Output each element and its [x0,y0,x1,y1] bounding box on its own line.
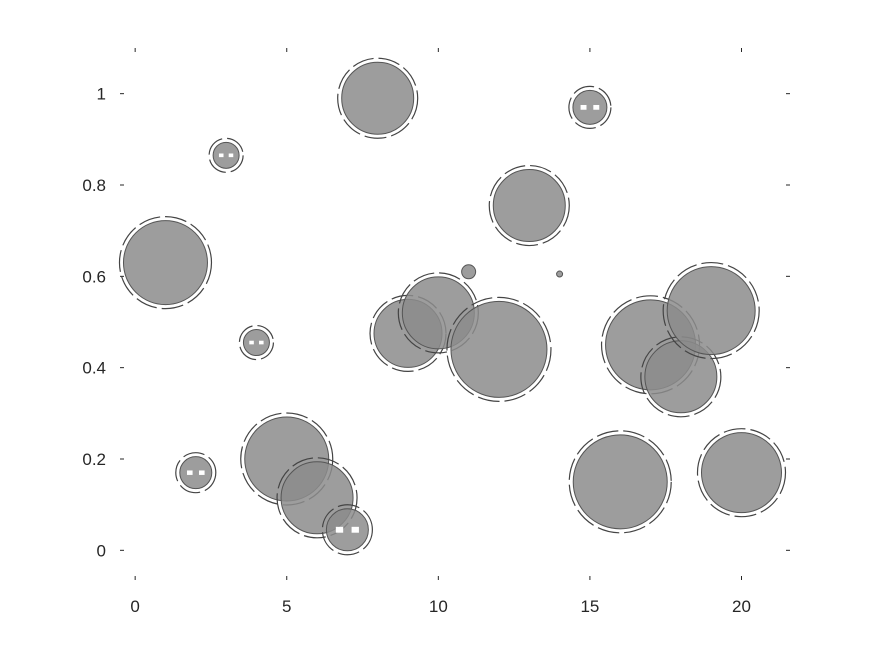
x-tick-label: 20 [732,597,751,616]
x-tick-label: 15 [580,597,599,616]
x-tick-label: 0 [130,597,139,616]
y-tick-label: 0.4 [82,359,106,378]
x-tick-label: 10 [429,597,448,616]
y-tick-label: 0.2 [82,450,106,469]
bubble-halo [640,336,722,418]
bubble-point [568,85,612,129]
bubble-marker [450,300,548,398]
bubble-halo [446,296,552,402]
bubble-notch [186,470,193,475]
y-tick-label: 0.8 [82,176,106,195]
y-tick-label: 0.6 [82,267,106,286]
bubble-halo [488,164,570,247]
bubble-marker [666,266,756,356]
bubble-halo [337,57,419,139]
bubble-point [696,428,787,518]
bubble-point [118,216,213,310]
bubble-marker [179,456,213,490]
bubble-notch [580,104,587,110]
bubble-notch [335,526,344,533]
bubble-point [337,57,419,139]
bubble-halo [118,216,213,310]
bubble-halo [568,85,612,129]
bubble-point [208,137,244,173]
bubble-halo [276,457,358,539]
bubble-halo [696,428,787,518]
bubble-notch [259,340,264,345]
bubble-point [662,261,760,360]
bubble-point [568,430,672,534]
bubble-marker [556,270,564,278]
bubble-point [556,270,564,278]
bubble-notch [351,526,359,533]
bubble-marker [492,169,566,243]
bubble-marker [572,434,668,530]
bubble-marker [242,329,270,357]
bubble-marker [700,432,782,514]
bubble-marker [572,89,608,125]
bubble-point [461,264,477,280]
bubble-notch [228,153,234,158]
bubble-notch [593,104,600,110]
bubble-halo [208,137,244,173]
bubble-point [321,504,373,556]
axes-layer: 0 5 10 15 20 0 0.2 0.4 0.6 0.8 1 [82,48,790,616]
bubble-halo [662,261,760,360]
x-tick-label: 5 [282,597,291,616]
bubble-notch [249,340,254,345]
bubble-point [488,164,570,247]
bubble-halo [568,430,672,534]
bubble-point [175,452,217,494]
y-tick-label: 1 [97,85,106,104]
bubble-marker [122,220,208,306]
bubble-marker [212,141,240,169]
y-tick-label: 0 [97,541,106,560]
bubble-marker [325,508,369,552]
bubble-halo [175,452,217,494]
bubble-halo [321,504,373,556]
bubble-point [446,296,552,402]
bubble-layer [118,57,787,556]
bubble-marker [461,264,477,280]
bubble-point [238,324,275,361]
bubble-notch [218,153,224,158]
bubble-marker [341,61,415,135]
bubble-notch [198,470,205,475]
bubble-halo [238,324,275,361]
